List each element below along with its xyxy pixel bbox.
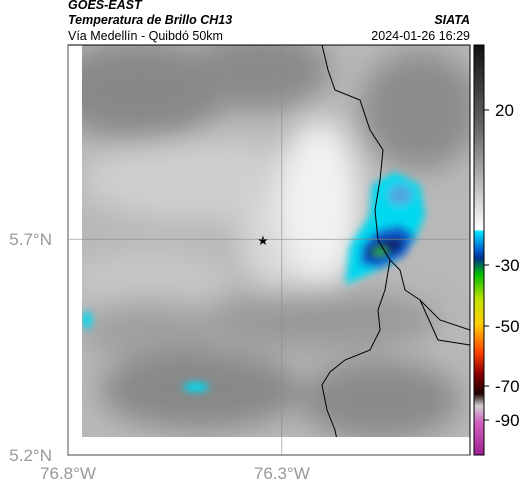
x-tick-label: 76.3°W	[254, 464, 310, 483]
satellite-image	[82, 45, 470, 437]
location-marker: ★	[257, 233, 269, 248]
colorbar-label: -70	[495, 377, 520, 396]
subtitle: Temperatura de Brillo CH13	[68, 13, 232, 27]
y-tick-label: 5.2°N	[9, 446, 52, 465]
y-tick-label: 5.7°N	[9, 230, 52, 249]
colorbar	[473, 44, 485, 456]
colorbar-label: -50	[495, 317, 520, 336]
colorbar-label: -30	[495, 256, 520, 275]
title: GOES-EAST	[68, 0, 143, 12]
x-tick-label: 76.8°W	[40, 464, 96, 483]
region: Vía Medellín - Quibdó 50km	[68, 29, 223, 43]
timestamp: 2024-01-26 16:29	[371, 29, 470, 43]
colorbar-label: -90	[495, 411, 520, 430]
colorbar-label: 20	[495, 101, 514, 120]
source: SIATA	[434, 13, 470, 27]
